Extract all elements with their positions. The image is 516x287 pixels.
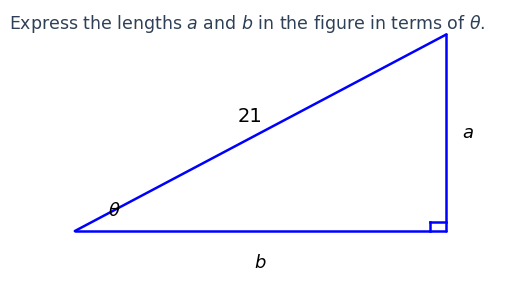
- Text: $a$: $a$: [462, 125, 474, 142]
- Text: $\theta$: $\theta$: [108, 202, 121, 220]
- Text: 21: 21: [238, 107, 263, 126]
- Text: Express the lengths $a$ and $b$ in the figure in terms of $\theta$.: Express the lengths $a$ and $b$ in the f…: [9, 13, 486, 35]
- Text: $b$: $b$: [254, 254, 267, 272]
